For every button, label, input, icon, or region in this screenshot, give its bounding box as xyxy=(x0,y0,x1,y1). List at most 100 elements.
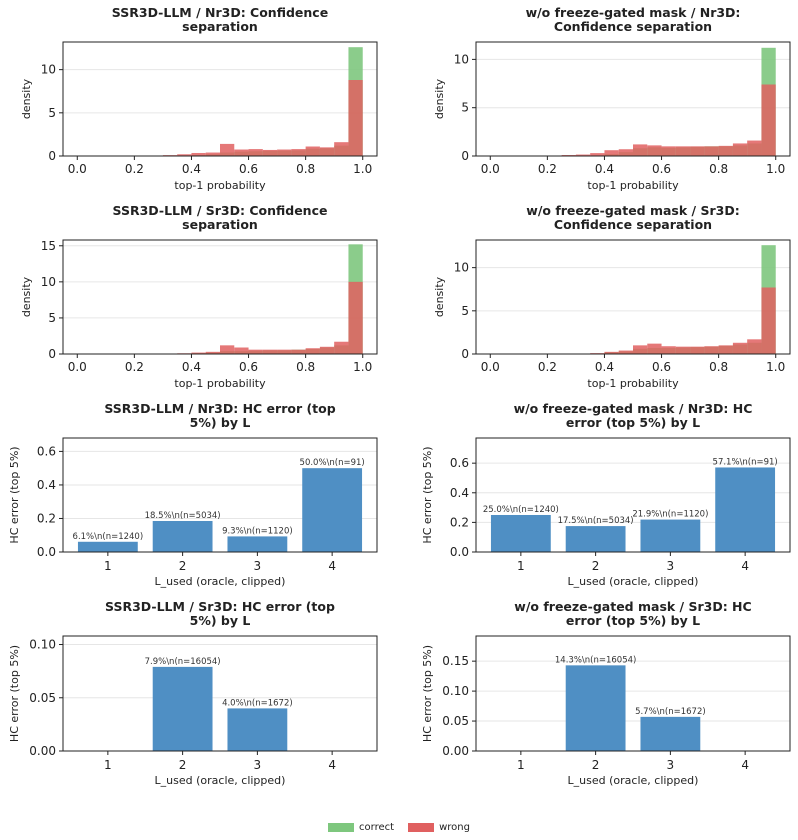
hist-bar-wrong xyxy=(647,145,662,156)
x-tick-label: 0.0 xyxy=(481,162,500,176)
y-tick-label: 5 xyxy=(48,106,56,120)
x-axis-label: L_used (oracle, clipped) xyxy=(155,774,286,787)
chart-title-line: Confidence separation xyxy=(554,217,712,232)
x-tick-label: 4 xyxy=(328,758,336,772)
y-axis-label: density xyxy=(20,276,33,317)
hist-bar-wrong xyxy=(319,346,335,354)
chart-title-line: 5%) by L xyxy=(190,415,251,430)
legend-label-correct: correct xyxy=(359,821,395,833)
y-tick-label: 0.6 xyxy=(450,456,469,470)
bar-L2 xyxy=(565,526,626,552)
x-tick-label: 0.4 xyxy=(182,162,201,176)
chart-title: w/o freeze-gated mask / Sr3D: HC error (t… xyxy=(514,599,751,628)
y-axis-label: HC error (top 5%) xyxy=(8,446,21,543)
hist-bar-wrong xyxy=(334,142,349,156)
bar-L4 xyxy=(302,468,363,552)
chart-title-line: w/o freeze-gated mask / Nr3D: HC xyxy=(514,401,753,416)
bar-L1 xyxy=(77,541,138,552)
x-tick-label: 0.0 xyxy=(68,162,87,176)
hist-bar-wrong xyxy=(633,144,648,156)
hist-bar-wrong xyxy=(761,84,776,156)
chart-title: SSR3D-LLM / Sr3D: HC error (top 5%) by L xyxy=(105,599,335,628)
y-tick-label: 0.05 xyxy=(442,714,469,728)
x-tick-label: 1 xyxy=(104,758,112,772)
legend-item-correct: correct xyxy=(328,822,394,833)
x-tick-label: 0.6 xyxy=(652,360,671,374)
hist-bar-wrong xyxy=(291,349,306,354)
x-tick-label: 1.0 xyxy=(766,162,785,176)
x-tick-label: 1 xyxy=(104,559,112,573)
hist-bar-wrong xyxy=(704,146,719,156)
y-axis-label: HC error (top 5%) xyxy=(8,645,21,742)
bar-data-label: 57.1%\n(n=91) xyxy=(713,457,778,467)
chart-title-line: w/o freeze-gated mask / Sr3D: HC xyxy=(514,599,751,614)
chart-title-line: SSR3D-LLM / Nr3D: Confidence xyxy=(112,5,328,20)
chart-panel-4: w/o freeze-gated mask / Sr3D: Confidence … xyxy=(433,203,791,390)
y-tick-label: 0 xyxy=(48,347,56,361)
x-tick-label: 0.6 xyxy=(652,162,671,176)
x-tick-label: 1.0 xyxy=(353,162,372,176)
hist-bar-wrong xyxy=(690,346,705,354)
hist-bar-wrong xyxy=(262,349,278,354)
hist-bar-wrong xyxy=(319,147,335,156)
bar-L3 xyxy=(227,536,288,552)
chart-title-line: SSR3D-LLM / Sr3D: HC error (top xyxy=(105,599,335,614)
x-tick-label: 0.0 xyxy=(68,360,87,374)
plot-frame xyxy=(475,41,791,157)
legend-item-wrong: wrong xyxy=(408,822,470,833)
bar-data-label: 4.0%\n(n=1672) xyxy=(222,698,293,708)
y-tick-label: 0.00 xyxy=(442,744,469,758)
hist-bar-wrong xyxy=(747,140,762,156)
hist-bar-wrong xyxy=(191,352,206,354)
hist-bar-wrong xyxy=(747,339,762,354)
y-tick-label: 0 xyxy=(461,347,469,361)
x-tick-label: 0.8 xyxy=(709,162,728,176)
x-tick-label: 0.4 xyxy=(182,360,201,374)
chart-title-line: Confidence separation xyxy=(554,19,712,34)
x-tick-label: 3 xyxy=(254,559,262,573)
bar-L3 xyxy=(640,519,701,552)
legend-label-wrong: wrong xyxy=(439,821,470,833)
chart-panel-3: SSR3D-LLM / Sr3D: Confidence separation 0 5… xyxy=(20,203,378,390)
bar-data-label: 14.3%\n(n=16054) xyxy=(555,655,636,665)
bar-data-label: 7.9%\n(n=16054) xyxy=(145,657,221,667)
y-tick-label: 0.05 xyxy=(29,691,56,705)
hist-bar-wrong xyxy=(205,152,220,156)
x-tick-label: 0.6 xyxy=(239,162,258,176)
x-tick-label: 4 xyxy=(741,559,749,573)
y-tick-label: 5 xyxy=(461,101,469,115)
chart-title-line: w/o freeze-gated mask / Nr3D: xyxy=(526,5,741,20)
hist-bar-wrong xyxy=(718,145,733,156)
plot-frame xyxy=(475,437,791,553)
y-tick-label: 5 xyxy=(461,304,469,318)
x-axis-label: top-1 probability xyxy=(174,377,266,390)
x-tick-label: 0.8 xyxy=(296,162,315,176)
chart-title: w/o freeze-gated mask / Nr3D: HC error (t… xyxy=(514,401,753,430)
hist-bar-wrong xyxy=(732,143,748,156)
hist-bar-wrong xyxy=(177,154,192,156)
hist-bar-wrong xyxy=(590,153,605,156)
bar-data-label: 18.5%\n(n=5034) xyxy=(145,511,221,521)
hist-bar-wrong xyxy=(191,152,206,156)
x-axis-label: L_used (oracle, clipped) xyxy=(568,575,699,588)
hist-bar-wrong xyxy=(704,346,719,354)
x-tick-label: 0.2 xyxy=(125,162,144,176)
y-axis-label: HC error (top 5%) xyxy=(421,446,434,543)
hist-bar-wrong xyxy=(348,281,363,354)
x-axis-label: L_used (oracle, clipped) xyxy=(568,774,699,787)
bar-data-label: 21.9%\n(n=1120) xyxy=(632,510,708,520)
hist-bar-wrong xyxy=(248,149,263,156)
hist-bar-wrong xyxy=(262,149,278,156)
bar-L3 xyxy=(640,716,701,751)
plot-frame xyxy=(62,437,378,553)
y-tick-label: 0.4 xyxy=(37,478,56,492)
x-tick-label: 0.2 xyxy=(538,360,557,374)
chart-panel-5: SSR3D-LLM / Nr3D: HC error (top 5%) by L 0… xyxy=(8,401,378,588)
y-tick-label: 0.15 xyxy=(442,654,469,668)
x-axis-label: L_used (oracle, clipped) xyxy=(155,575,286,588)
hist-bar-wrong xyxy=(305,146,320,156)
plot-frame xyxy=(62,239,378,355)
y-tick-label: 10 xyxy=(454,52,469,66)
y-tick-label: 0.2 xyxy=(450,515,469,529)
bar-data-label: 5.7%\n(n=1672) xyxy=(635,707,706,717)
